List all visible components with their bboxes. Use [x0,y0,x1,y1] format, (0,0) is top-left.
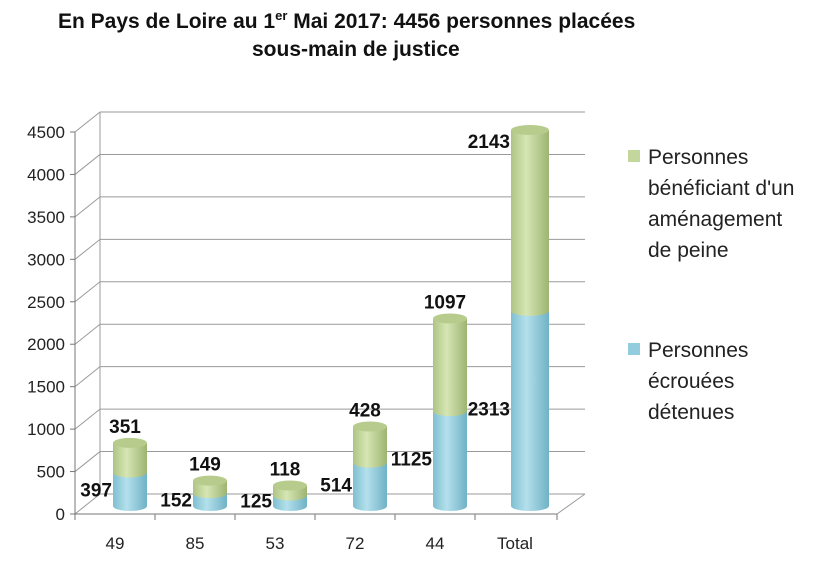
bar-segment-detenues [193,493,227,511]
legend-swatch-green [628,150,640,162]
gridline-depth [74,451,101,472]
floor-side [556,493,586,515]
title-text: En Pays de Loire au 1 [58,10,276,33]
gridline-depth [74,238,101,260]
bar-top-cap [353,421,387,432]
y-tick-label: 0 [56,505,65,524]
x-tick-label: 85 [186,534,205,553]
title-superscript: er [275,8,288,23]
x-tick-label: 72 [346,534,365,553]
y-tick-label: 2500 [27,293,65,312]
bar-segment-amenagement [353,426,387,468]
data-label: 2143 [468,132,510,153]
legend-label: aménagement [648,208,783,231]
bar-segment-detenues [113,472,147,511]
data-label: 118 [270,459,301,480]
y-tick-label: 4000 [27,165,65,184]
bar-segment-amenagement [113,442,147,478]
data-label: 1125 [391,450,433,471]
data-label: 152 [160,491,192,512]
bar-top-cap [273,480,307,491]
x-tick-label: Total [497,534,533,553]
bar-segment-amenagement [433,318,467,417]
data-label: 125 [240,492,272,513]
y-tick-label: 4500 [27,123,65,142]
gridline-depth [74,196,101,218]
x-tick-label: 49 [106,534,125,553]
data-label: 2313 [468,399,510,420]
gridline-depth [74,111,101,133]
bar-segment-amenagement [193,480,227,499]
bar-top-cap [433,313,467,324]
x-tick-label: 44 [426,534,445,553]
bar-top-cap [113,437,147,448]
legend-swatch-blue [628,343,640,355]
gridline-depth [74,281,101,303]
data-label: 1097 [424,293,466,314]
gridline-depth [74,366,101,388]
bar-segment-amenagement [511,130,549,316]
data-label: 351 [109,417,141,438]
data-label: 149 [189,455,221,476]
data-label: 397 [80,480,112,501]
y-tick-label: 3000 [27,250,65,269]
y-tick-label: 3500 [27,208,65,227]
x-tick-label: 53 [266,534,285,553]
legend-label: bénéficiant d'un [648,177,795,200]
title-line2: sous-main de justice [252,38,460,61]
gridline-depth [74,408,101,430]
data-label: 428 [349,401,381,422]
title-text-end: Mai 2017: 4456 personnes placées [287,10,636,33]
y-tick-label: 1000 [27,420,65,439]
gridline-depth [74,323,101,345]
bar-segment-detenues [433,411,467,511]
legend-label: détenues [648,401,735,424]
data-label: 514 [320,475,352,496]
bar-segment-detenues [511,310,549,511]
legend-label: Personnes [648,339,749,362]
gridline-depth [74,154,101,175]
bar-top-cap [511,125,549,135]
gridline-depth [74,493,101,515]
bar-segment-detenues [353,462,387,511]
y-tick-label: 1500 [27,378,65,397]
legend-label: Personnes [648,146,749,169]
bar-top-cap [193,475,227,486]
y-tick-label: 2000 [27,335,65,354]
legend-label: de peine [648,239,729,262]
legend-label: écrouées [648,370,735,393]
y-tick-label: 500 [37,463,65,482]
